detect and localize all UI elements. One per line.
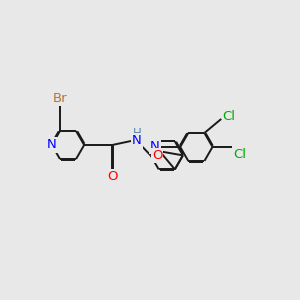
Text: N: N (150, 140, 160, 153)
Text: N: N (47, 139, 57, 152)
Text: O: O (107, 170, 117, 183)
Text: N: N (132, 134, 142, 148)
Text: Cl: Cl (234, 148, 247, 161)
Text: O: O (152, 149, 162, 162)
Text: Br: Br (52, 92, 67, 105)
Text: Cl: Cl (223, 110, 236, 124)
Text: H: H (133, 128, 141, 140)
